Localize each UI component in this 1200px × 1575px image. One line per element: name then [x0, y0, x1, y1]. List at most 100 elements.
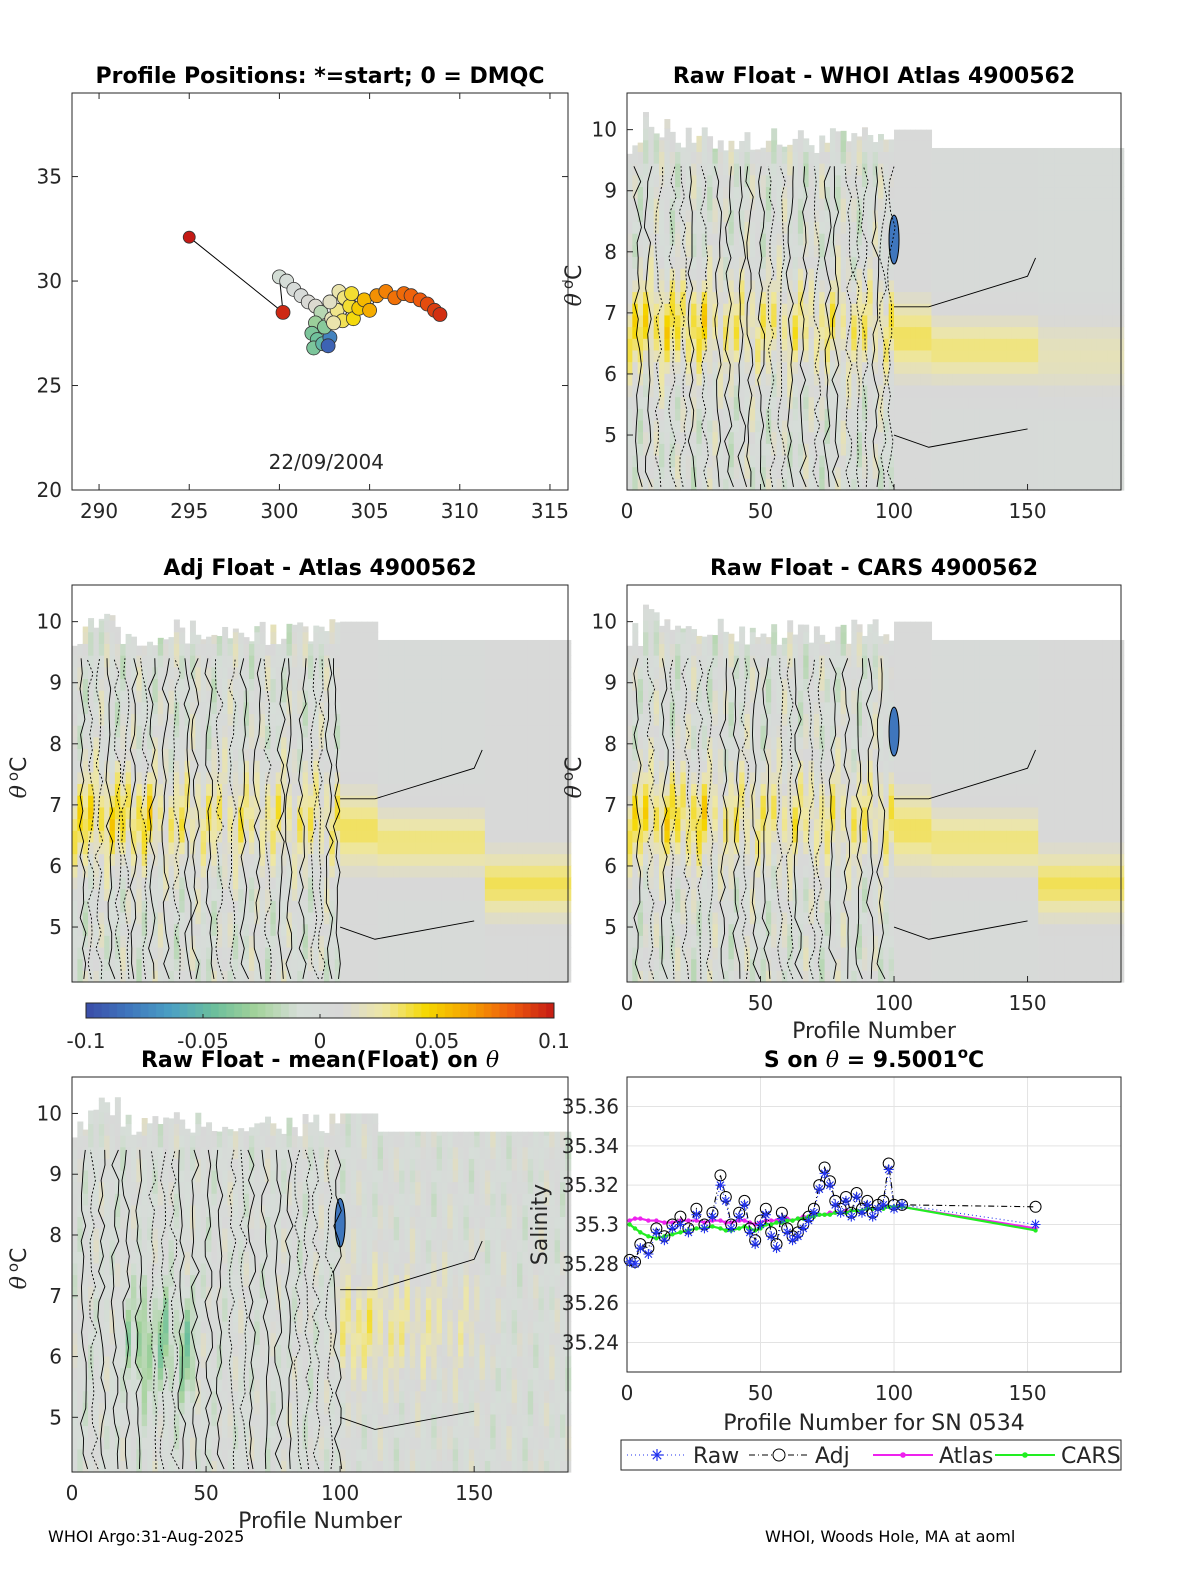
heat-cell [974, 244, 981, 258]
heat-cell [1070, 396, 1077, 409]
heat-cell [920, 291, 927, 304]
heat-cell [350, 643, 357, 656]
heat-cell [835, 314, 842, 328]
heat-cell [147, 958, 154, 971]
heat-cell [200, 876, 207, 890]
heat-cell [420, 841, 427, 855]
heat-cell [372, 701, 379, 715]
heat-cell [861, 478, 868, 491]
heat-cell [675, 233, 682, 246]
heat-cell [243, 923, 250, 936]
heat-cell [109, 631, 116, 644]
heat-cell [77, 935, 84, 948]
heat-cell [393, 639, 400, 644]
heat-cell [878, 326, 884, 339]
heat-cell [675, 396, 682, 409]
heat-cell [958, 466, 965, 479]
heat-cell [356, 690, 363, 703]
heat-cell [1022, 466, 1029, 479]
heat-cell [765, 361, 772, 374]
heat-cell [302, 911, 309, 925]
heat-cell [415, 771, 422, 785]
heat-cell [383, 841, 389, 855]
heat-cell [1070, 419, 1077, 433]
heat-cell [318, 841, 325, 855]
heat-cell [712, 279, 719, 293]
heat-cell [675, 174, 682, 188]
heat-cell [1086, 303, 1093, 316]
heat-cell [109, 853, 116, 866]
heat-cell [680, 338, 687, 351]
heat-cell [739, 326, 746, 339]
heat-cell [707, 454, 714, 468]
heat-cell [675, 198, 682, 211]
heat-cell [760, 291, 767, 304]
heat-cell [157, 690, 164, 703]
heat-cell [297, 841, 304, 855]
heat-cell [915, 373, 922, 386]
heat-cell [899, 198, 906, 211]
heat-cell [238, 865, 245, 878]
heat-cell [936, 291, 943, 304]
heat-cell [1000, 279, 1007, 293]
heat-cell [297, 853, 304, 866]
heat-cell [974, 466, 981, 479]
heat-cell [723, 163, 730, 176]
heat-cell [1096, 209, 1103, 223]
heat-cell [872, 174, 879, 188]
heat-cell [669, 408, 676, 421]
heat-cell [872, 163, 879, 176]
heat-cell [248, 958, 255, 971]
heat-cell [669, 174, 676, 188]
heat-cell [974, 443, 981, 456]
heat-cell [1027, 408, 1034, 421]
heat-cell [425, 888, 432, 901]
y-tick-label: 5 [604, 423, 617, 447]
heat-cell [797, 303, 804, 316]
heat-cell [420, 795, 427, 808]
heat-cell [1107, 314, 1114, 328]
heat-cell [1022, 279, 1029, 293]
heat-cell [1038, 361, 1045, 374]
heat-cell [755, 454, 762, 468]
heat-cell [1043, 361, 1050, 374]
heat-cell [691, 142, 698, 152]
heat-cell [894, 349, 900, 363]
heat-cell [680, 244, 687, 258]
heat-cell [760, 408, 767, 421]
heat-cell [286, 678, 293, 691]
heat-cell [393, 748, 400, 761]
heat-cell [936, 151, 943, 164]
heat-cell [372, 748, 379, 761]
heat-cell [281, 725, 288, 738]
heat-cell [968, 244, 975, 258]
heat-cell [1043, 338, 1050, 351]
heat-cell [425, 876, 432, 890]
heat-cell [680, 466, 687, 479]
heat-cell [979, 384, 986, 398]
heat-cell [297, 678, 304, 691]
heat-cell [1032, 396, 1039, 409]
heat-cell [787, 163, 794, 176]
heat-cell [958, 408, 965, 421]
heat-cell [195, 771, 202, 785]
heat-cell [776, 443, 783, 456]
heat-cell [1086, 373, 1093, 386]
heat-cell [1043, 163, 1050, 176]
heat-cell [114, 626, 121, 633]
heat-cell [1011, 209, 1018, 223]
heat-cell [888, 338, 895, 351]
heat-cell [98, 631, 105, 644]
heat-cell [643, 338, 649, 351]
heat-cell [797, 233, 804, 246]
heat-cell [1038, 314, 1045, 328]
heat-cell [797, 256, 804, 269]
heat-cell [104, 970, 111, 983]
heat-cell [669, 256, 676, 269]
heat-cell [942, 431, 949, 444]
heat-cell [152, 760, 159, 773]
heat-cell [765, 466, 772, 479]
heat-cell [1054, 244, 1061, 258]
heat-cell [824, 256, 831, 269]
heat-cell [835, 396, 842, 409]
